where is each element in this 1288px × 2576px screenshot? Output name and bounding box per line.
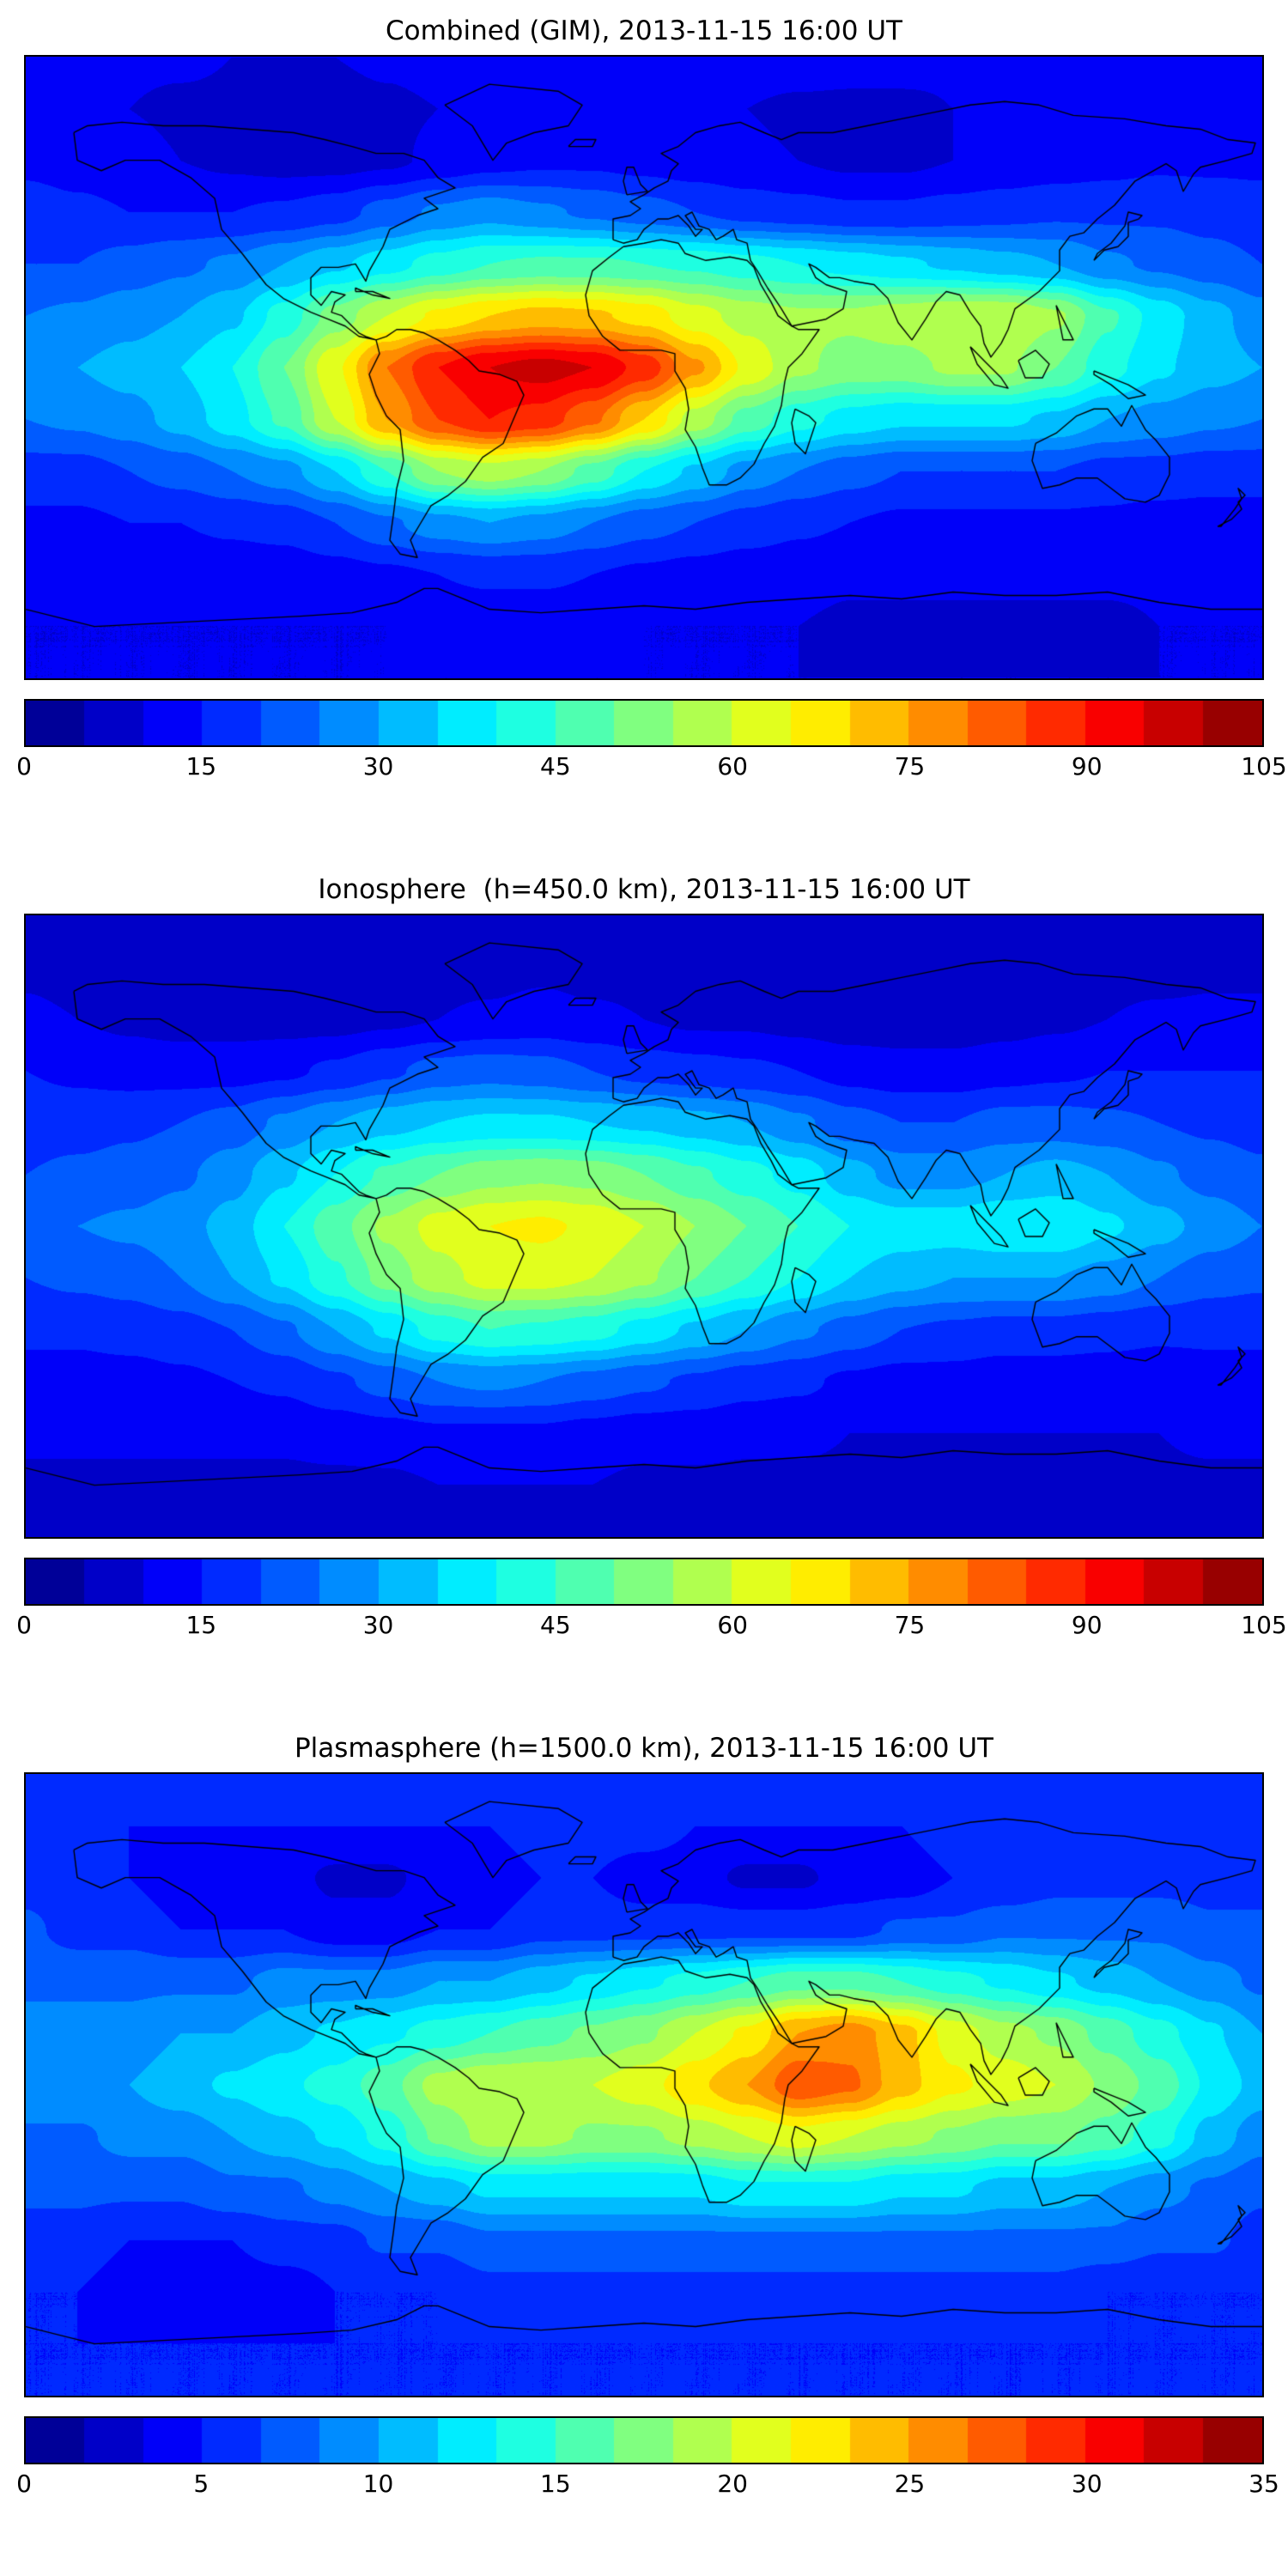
panel-title-plasmasphere: Plasmasphere (h=1500.0 km), 2013-11-15 1… — [294, 1733, 993, 1764]
colorbar-tick-label: 75 — [894, 752, 926, 781]
colorbar-tick-label: 30 — [362, 1611, 394, 1639]
world-map-combined-gim — [24, 55, 1264, 680]
colorbar-tick-label: 105 — [1241, 752, 1287, 781]
colorbar-ticks-combined-gim: 0 15 30 45 60 75 90 105 — [16, 747, 1287, 785]
colorbar-combined-gim — [24, 699, 1264, 747]
colorbar-tick-label: 25 — [894, 2470, 926, 2498]
colorbar-tick-label: 45 — [540, 1611, 571, 1639]
colorbar-tick-label: 15 — [185, 752, 217, 781]
colorbar-plasmasphere — [24, 2416, 1264, 2464]
colorbar-tick-label: 5 — [193, 2470, 210, 2498]
colorbar-canvas-combined-gim — [26, 701, 1262, 745]
colorbar-tick-label: 105 — [1241, 1611, 1287, 1639]
panel-title-ionosphere: Ionosphere (h=450.0 km), 2013-11-15 16:0… — [318, 874, 970, 905]
map-canvas-ionosphere — [26, 915, 1262, 1537]
colorbar-tick-label: 60 — [717, 752, 748, 781]
colorbar-tick-label: 15 — [185, 1611, 217, 1639]
world-map-plasmasphere — [24, 1772, 1264, 2397]
colorbar-tick-label: 90 — [1071, 1611, 1103, 1639]
panel-title-combined-gim: Combined (GIM), 2013-11-15 16:00 UT — [386, 15, 902, 46]
colorbar-tick-label: 75 — [894, 1611, 926, 1639]
colorbar-tick-label: 60 — [717, 1611, 748, 1639]
colorbar-tick-label: 30 — [362, 752, 394, 781]
map-canvas-plasmasphere — [26, 1774, 1262, 2396]
colorbar-canvas-plasmasphere — [26, 2418, 1262, 2463]
map-canvas-combined-gim — [26, 57, 1262, 678]
colorbar-tick-label: 0 — [16, 752, 32, 781]
colorbar-tick-label: 15 — [540, 2470, 571, 2498]
colorbar-tick-label: 30 — [1071, 2470, 1103, 2498]
colorbar-ticks-ionosphere: 0 15 30 45 60 75 90 105 — [16, 1606, 1287, 1643]
colorbar-tick-label: 0 — [16, 1611, 32, 1639]
colorbar-canvas-ionosphere — [26, 1559, 1262, 1604]
colorbar-tick-label: 90 — [1071, 752, 1103, 781]
panel-plasmasphere: Plasmasphere (h=1500.0 km), 2013-11-15 1… — [0, 1717, 1288, 2576]
colorbar-ticks-plasmasphere: 0 5 10 15 20 25 30 35 — [16, 2464, 1279, 2502]
colorbar-tick-label: 20 — [717, 2470, 748, 2498]
colorbar-ionosphere — [24, 1558, 1264, 1606]
panel-combined-gim: Combined (GIM), 2013-11-15 16:00 UT 0 15 3… — [0, 0, 1288, 859]
colorbar-tick-label: 35 — [1249, 2470, 1279, 2498]
panel-ionosphere: Ionosphere (h=450.0 km), 2013-11-15 16:0… — [0, 859, 1288, 1717]
colorbar-tick-label: 10 — [362, 2470, 394, 2498]
colorbar-tick-label: 45 — [540, 752, 571, 781]
colorbar-tick-label: 0 — [16, 2470, 32, 2498]
world-map-ionosphere — [24, 914, 1264, 1539]
